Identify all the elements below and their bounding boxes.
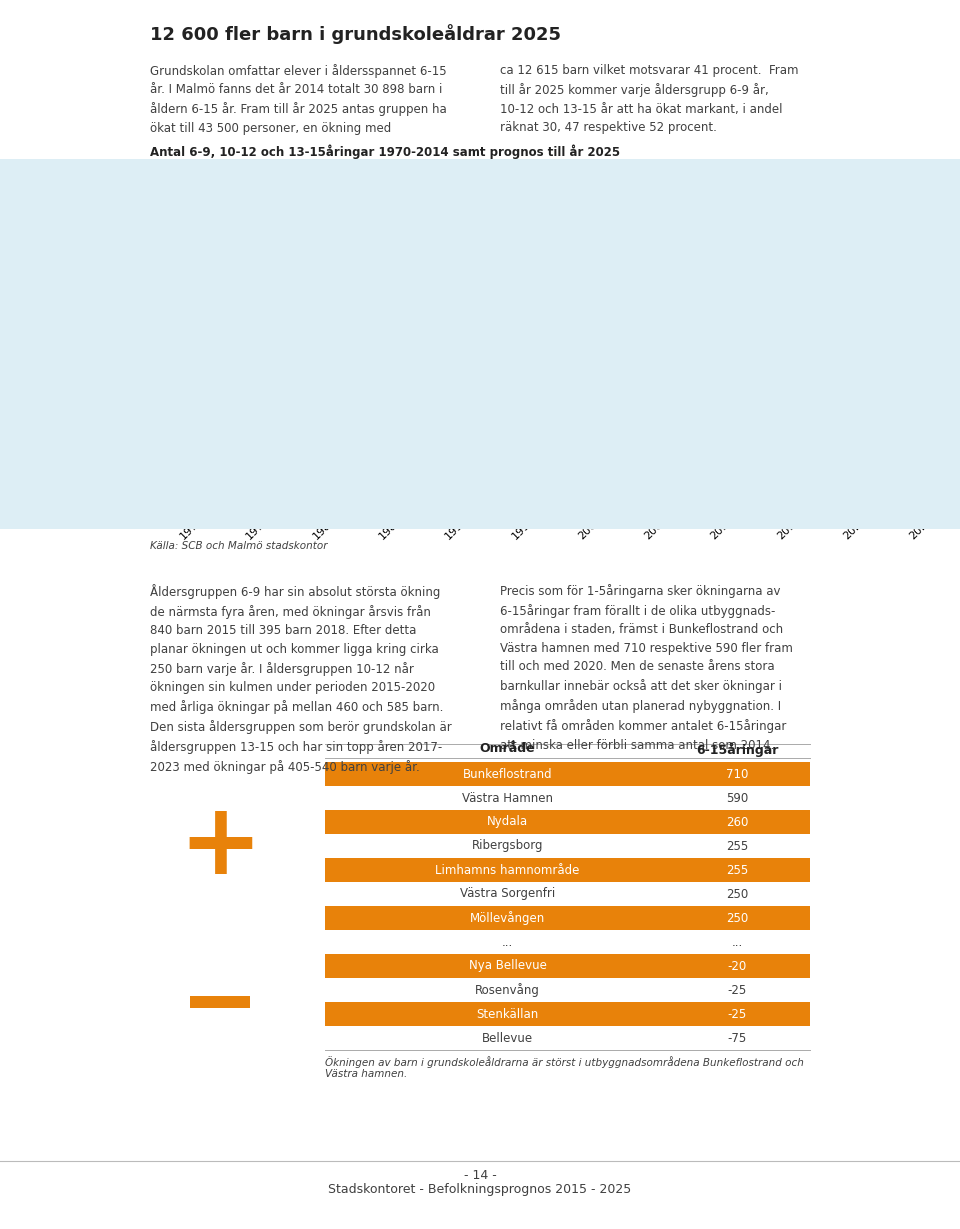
FancyBboxPatch shape (190, 995, 250, 1008)
Text: Västra Sorgenfri: Västra Sorgenfri (460, 887, 555, 901)
Text: Stenkällan: Stenkällan (476, 1008, 539, 1020)
Text: ca 12 615 barn vilket motsvarar 41 procent.  Fram
till år 2025 kommer varje ålde: ca 12 615 barn vilket motsvarar 41 proce… (500, 64, 799, 134)
Text: 260: 260 (727, 816, 749, 828)
Text: Precis som för 1-5åringarna sker ökningarna av
6-15åringar fram förallt i de oli: Precis som för 1-5åringarna sker ökninga… (500, 584, 793, 752)
Text: 6-9 år: 6-9 år (702, 304, 736, 316)
Text: Antal 6-9, 10-12 och 13-15åringar 1970-2014 samt prognos till år 2025: Antal 6-9, 10-12 och 13-15åringar 1970-2… (150, 144, 620, 159)
Text: Möllevången: Möllevången (469, 911, 545, 925)
FancyBboxPatch shape (325, 954, 810, 978)
FancyBboxPatch shape (325, 1002, 810, 1026)
Text: Område: Område (480, 742, 536, 755)
Text: Limhamns hamnområde: Limhamns hamnområde (435, 864, 580, 876)
Text: - 14 -: - 14 - (464, 1169, 496, 1182)
Text: 250: 250 (727, 887, 749, 901)
Text: Västra hamnen.: Västra hamnen. (325, 1069, 407, 1079)
Text: Grundskolan omfattar elever i åldersspannet 6-15
år. I Malmö fanns det år 2014 t: Grundskolan omfattar elever i åldersspan… (150, 64, 446, 135)
Text: Ribergsborg: Ribergsborg (471, 839, 543, 853)
Text: Nydala: Nydala (487, 816, 528, 828)
FancyBboxPatch shape (325, 810, 810, 834)
Text: -75: -75 (728, 1031, 747, 1045)
FancyBboxPatch shape (0, 159, 960, 528)
Text: +: + (178, 798, 262, 895)
Text: -25: -25 (728, 1008, 747, 1020)
FancyBboxPatch shape (325, 762, 810, 787)
FancyBboxPatch shape (325, 906, 810, 930)
Text: 590: 590 (727, 791, 749, 805)
Text: 10-12 år: 10-12 år (702, 246, 752, 258)
Text: 250: 250 (727, 912, 749, 924)
Text: Rosenvång: Rosenvång (475, 983, 540, 997)
Text: Åldersgruppen 6-9 har sin absolut största ökning
de närmsta fyra åren, med öknin: Åldersgruppen 6-9 har sin absolut störst… (150, 584, 452, 774)
Text: ...: ... (502, 935, 514, 949)
Text: 710: 710 (727, 767, 749, 780)
FancyBboxPatch shape (325, 858, 810, 882)
Text: 13-15 år: 13-15 år (702, 188, 752, 202)
Text: Nya Bellevue: Nya Bellevue (468, 960, 546, 972)
Text: Ökningen av barn i grundskoleåldrarna är störst i utbyggnadsområdena Bunkeflostr: Ökningen av barn i grundskoleåldrarna är… (325, 1056, 804, 1068)
Text: -20: -20 (728, 960, 747, 972)
Text: Bellevue: Bellevue (482, 1031, 533, 1045)
Text: 255: 255 (727, 839, 749, 853)
Text: Stadskontoret - Befolkningsprognos 2015 - 2025: Stadskontoret - Befolkningsprognos 2015 … (328, 1184, 632, 1196)
Text: 6-15åringar: 6-15åringar (696, 742, 779, 757)
Text: -25: -25 (728, 983, 747, 997)
Text: ...: ... (732, 935, 743, 949)
Text: Västra Hamnen: Västra Hamnen (462, 791, 553, 805)
Text: Källa: SCB och Malmö stadskontor: Källa: SCB och Malmö stadskontor (150, 541, 327, 551)
Text: Bunkeflostrand: Bunkeflostrand (463, 767, 552, 780)
Text: 255: 255 (727, 864, 749, 876)
Text: 12 600 fler barn i grundskoleåldrar 2025: 12 600 fler barn i grundskoleåldrar 2025 (150, 25, 561, 44)
